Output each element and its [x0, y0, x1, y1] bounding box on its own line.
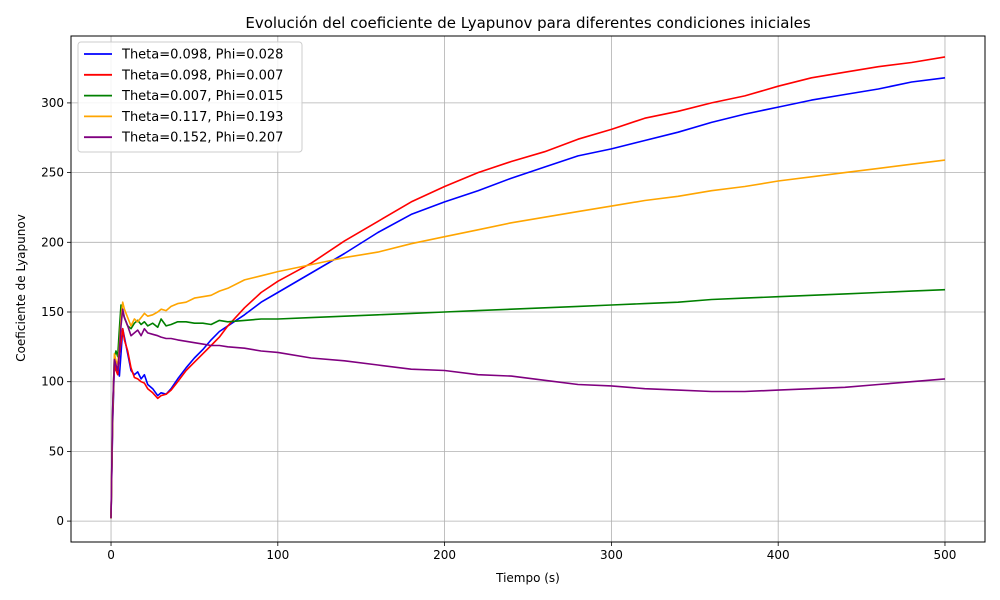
series-line-4 — [110, 159, 946, 519]
legend: Theta=0.098, Phi=0.028 Theta=0.098, Phi=0… — [77, 41, 303, 153]
y-tick-label: 250 — [41, 166, 64, 180]
y-axis-label: Coeficiente de Lyapunov — [14, 214, 28, 362]
series-lines — [110, 56, 946, 519]
y-tick-label: 0 — [56, 514, 64, 528]
legend-label: Theta=0.007, Phi=0.015 — [121, 89, 283, 104]
axis-ticks: 0 100 200 300 400 500 0 50 100 150 200 250 300 — [41, 96, 956, 562]
y-tick-label: 150 — [41, 305, 64, 319]
plot-frame — [70, 35, 986, 543]
legend-label: Theta=0.098, Phi=0.028 — [121, 48, 283, 63]
x-tick-label: 100 — [266, 548, 289, 562]
legend-box — [77, 41, 303, 153]
y-tick-label: 300 — [41, 96, 64, 110]
x-axis-label: Tiempo (s) — [495, 571, 560, 585]
y-tick-label: 100 — [41, 375, 64, 389]
x-tick-label: 0 — [107, 548, 115, 562]
x-tick-label: 200 — [433, 548, 456, 562]
grid — [71, 36, 985, 542]
y-tick-label: 200 — [41, 235, 64, 249]
series-line-5 — [110, 308, 946, 519]
y-tick-label: 50 — [49, 444, 64, 458]
x-tick-label: 500 — [934, 548, 957, 562]
chart-title: Evolución del coeficiente de Lyapunov pa… — [245, 14, 810, 32]
legend-label: Theta=0.117, Phi=0.193 — [121, 110, 283, 125]
legend-label: Theta=0.098, Phi=0.007 — [121, 68, 283, 83]
x-tick-label: 300 — [600, 548, 623, 562]
legend-label: Theta=0.152, Phi=0.207 — [121, 131, 283, 146]
x-tick-label: 400 — [767, 548, 790, 562]
